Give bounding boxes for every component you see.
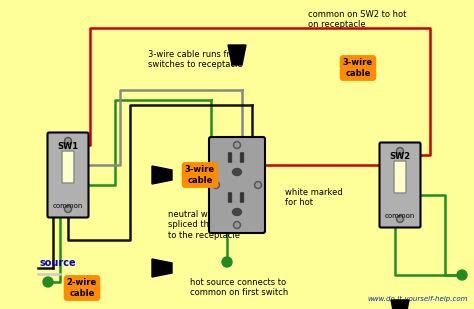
Circle shape xyxy=(66,139,70,143)
Text: 3-wire
cable: 3-wire cable xyxy=(185,165,215,185)
Circle shape xyxy=(64,205,72,213)
Polygon shape xyxy=(391,300,409,309)
Polygon shape xyxy=(228,45,246,65)
Text: hot source connects to
common on first switch: hot source connects to common on first s… xyxy=(190,278,288,297)
FancyBboxPatch shape xyxy=(62,151,74,183)
Text: source: source xyxy=(40,258,77,268)
Circle shape xyxy=(396,147,403,154)
Circle shape xyxy=(222,257,232,267)
Text: 2-wire
cable: 2-wire cable xyxy=(67,278,97,298)
Text: white marked
for hot: white marked for hot xyxy=(285,188,343,207)
Circle shape xyxy=(255,181,262,188)
Ellipse shape xyxy=(233,209,241,215)
Text: www.do-it-yourself-help.com: www.do-it-yourself-help.com xyxy=(367,296,468,302)
Text: SW1: SW1 xyxy=(57,142,79,150)
Circle shape xyxy=(457,270,467,280)
FancyBboxPatch shape xyxy=(240,153,244,162)
FancyBboxPatch shape xyxy=(240,193,244,202)
FancyBboxPatch shape xyxy=(228,153,232,162)
Text: common: common xyxy=(53,203,83,209)
FancyBboxPatch shape xyxy=(380,142,420,227)
FancyBboxPatch shape xyxy=(209,137,265,233)
Circle shape xyxy=(235,143,239,147)
Circle shape xyxy=(398,217,402,221)
FancyBboxPatch shape xyxy=(47,133,89,218)
Circle shape xyxy=(66,207,70,211)
Text: neutral wire
spliced through
to the receptacle: neutral wire spliced through to the rece… xyxy=(168,210,240,240)
Text: common: common xyxy=(385,213,415,219)
Polygon shape xyxy=(152,259,172,277)
Text: 3-wire cable runs from
switches to receptacle: 3-wire cable runs from switches to recep… xyxy=(148,50,243,70)
FancyBboxPatch shape xyxy=(394,161,406,193)
Circle shape xyxy=(396,215,403,222)
Polygon shape xyxy=(152,166,172,184)
FancyBboxPatch shape xyxy=(228,193,232,202)
Circle shape xyxy=(214,183,218,187)
Circle shape xyxy=(234,142,240,149)
Circle shape xyxy=(43,277,53,287)
Text: common on SW2 to hot
on receptacle: common on SW2 to hot on receptacle xyxy=(308,10,406,29)
Text: 3-wire
cable: 3-wire cable xyxy=(343,58,373,78)
Circle shape xyxy=(234,222,240,228)
Circle shape xyxy=(64,138,72,145)
Ellipse shape xyxy=(233,168,241,176)
Circle shape xyxy=(212,181,219,188)
Text: SW2: SW2 xyxy=(390,151,410,160)
Circle shape xyxy=(235,223,239,227)
Circle shape xyxy=(398,149,402,153)
Circle shape xyxy=(256,183,260,187)
